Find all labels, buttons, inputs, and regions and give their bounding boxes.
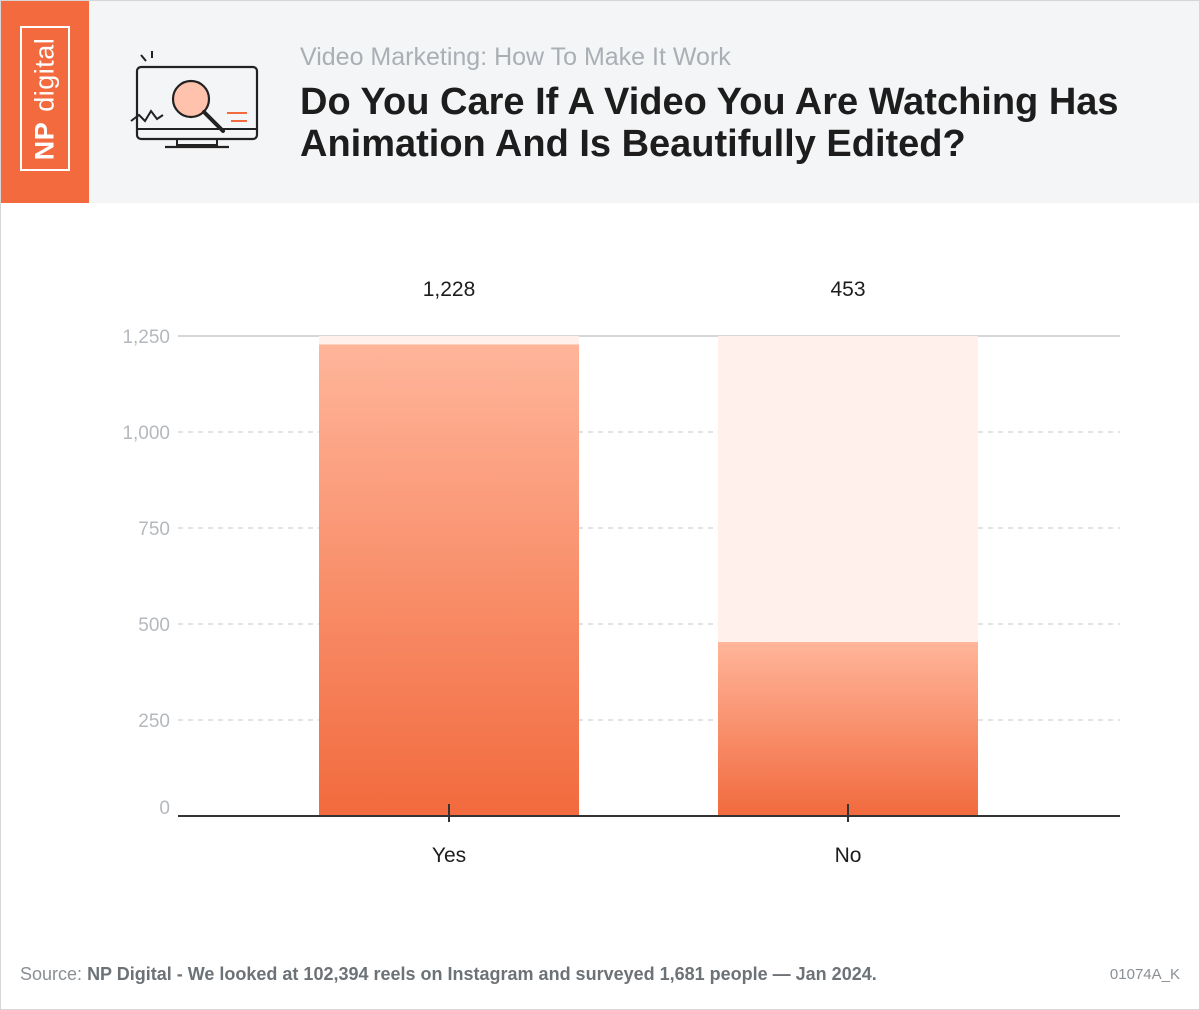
- brand-name: digital: [29, 37, 60, 112]
- header: NP digital Video Marketing: How To Make I…: [1, 1, 1199, 203]
- y-tick-label-500: 500: [138, 615, 170, 636]
- y-tick-label-1250: 1,250: [122, 327, 170, 348]
- chart-title: Do You Care If A Video You Are Watching …: [300, 81, 1119, 165]
- brand-logo-border: [20, 26, 70, 171]
- labels: 1,228 Yes 453 No: [423, 278, 866, 867]
- data-label-no: 453: [830, 278, 865, 301]
- chart-code: 01074A_K: [1109, 966, 1180, 983]
- source-label: Source:: [20, 964, 83, 984]
- y-tick-label-750: 750: [138, 519, 170, 540]
- x-tick-label-yes: Yes: [432, 844, 466, 867]
- bar-no: [718, 642, 978, 816]
- y-tick-label-250: 250: [138, 711, 170, 732]
- brand-logo: NP digital: [1, 1, 89, 203]
- monitor-magnifier-icon: [130, 51, 259, 149]
- source-text: NP Digital - We looked at 102,394 reels …: [87, 964, 877, 984]
- x-tick-label-no: No: [835, 844, 862, 867]
- brand-logo-text: NP digital: [30, 38, 61, 161]
- data-label-yes: 1,228: [423, 278, 476, 301]
- bars: [319, 336, 978, 816]
- bar-yes: [319, 344, 579, 816]
- y-tick-label-0: 0: [159, 798, 170, 819]
- y-tick-label-1000: 1,000: [122, 423, 170, 444]
- brand-np: NP: [29, 121, 60, 161]
- bar-chart: 0 250 500 750 1,000 1,250 1,228 Yes 453 No: [122, 278, 1120, 867]
- chart-subtitle: Video Marketing: How To Make It Work: [300, 43, 731, 71]
- source-note: Source: NP Digital - We looked at 102,39…: [20, 964, 877, 985]
- y-axis-ticks: 0 250 500 750 1,000 1,250: [122, 327, 170, 819]
